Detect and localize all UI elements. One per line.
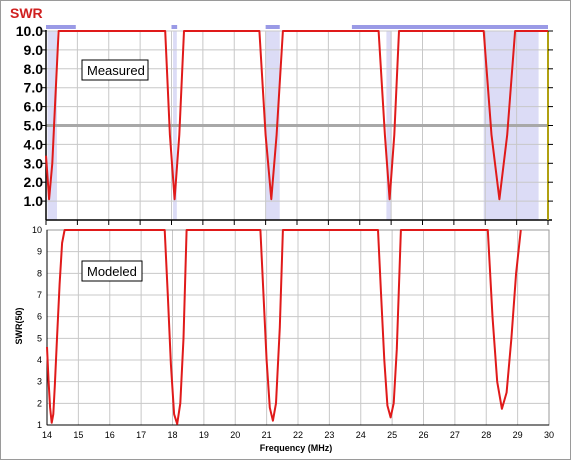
- modeled-y-tick-label-5: 5: [37, 333, 42, 343]
- measured-y-tick-label-3.0: 3.0: [24, 155, 44, 171]
- modeled-y-tick-labels: 1 2 3 4 5 6 7 8 9 10: [32, 225, 42, 430]
- measured-y-tick-label-10.0: 10.0: [16, 23, 43, 39]
- modeled-x-tick-label-23: 23: [324, 430, 334, 440]
- modeled-series-group: [46, 229, 522, 425]
- modeled-y-tick-label-3: 3: [37, 377, 42, 387]
- measured-top-bar-2: [265, 25, 280, 29]
- modeled-legend: Modeled: [81, 260, 143, 282]
- modeled-y-tick-label-9: 9: [37, 247, 42, 257]
- measured-y-tick-label-7.0: 7.0: [24, 80, 44, 96]
- modeled-y-tick-label-4: 4: [37, 355, 42, 365]
- modeled-y-tick-label-10: 10: [32, 225, 42, 235]
- modeled-x-tick-label-17: 17: [136, 430, 146, 440]
- measured-top-bar-group: [46, 25, 548, 29]
- modeled-y-axis-title: SWR(50): [14, 307, 24, 344]
- modeled-x-tick-label-15: 15: [73, 430, 83, 440]
- modeled-x-tick-label-19: 19: [199, 430, 209, 440]
- measured-legend-text: Measured: [87, 63, 145, 78]
- measured-y-tick-labels: 10.0 9.0 8.0 7.0 6.0 5.0 4.0 3.0 2.0 1.0: [16, 23, 43, 209]
- modeled-x-tick-label-24: 24: [356, 430, 366, 440]
- measured-y-tick-label-5.0: 5.0: [24, 118, 44, 134]
- modeled-x-tick-label-28: 28: [481, 430, 491, 440]
- modeled-x-tick-label-20: 20: [230, 430, 240, 440]
- modeled-x-tick-label-22: 22: [293, 430, 303, 440]
- measured-y-tick-label-4.0: 4.0: [24, 136, 44, 152]
- modeled-x-tick-label-29: 29: [513, 430, 523, 440]
- modeled-legend-box: [81, 260, 143, 282]
- measured-y-tick-label-1.0: 1.0: [24, 193, 44, 209]
- modeled-x-tick-label-25: 25: [387, 430, 397, 440]
- measured-y-tick-label-2.0: 2.0: [24, 174, 44, 190]
- swr-corner-label: SWR: [10, 5, 43, 21]
- modeled-x-tick-label-27: 27: [450, 430, 460, 440]
- measured-y-tick-label-6.0: 6.0: [24, 99, 44, 115]
- measured-top-bar-1: [171, 25, 178, 29]
- modeled-x-tick-label-21: 21: [262, 430, 272, 440]
- modeled-x-tick-labels: 14 15 16 17 18 19 20 21 22 23 24 25 26 27 28 29 30: [42, 430, 554, 440]
- modeled-y-tick-label-2: 2: [37, 398, 42, 408]
- modeled-y-tick-label-7: 7: [37, 290, 42, 300]
- measured-top-bar-4: [351, 25, 548, 29]
- measured-series-group: [45, 30, 548, 201]
- modeled-x-tick-label-30: 30: [544, 430, 554, 440]
- measured-y-tick-label-9.0: 9.0: [24, 42, 44, 58]
- modeled-grid: [47, 229, 549, 425]
- modeled-y-tick-label-1: 1: [37, 420, 42, 430]
- measured-top-bar-0: [46, 25, 76, 29]
- modeled-series-line: [46, 229, 522, 425]
- measured-legend-box: [81, 59, 149, 81]
- measured-series-line: [45, 30, 548, 201]
- modeled-x-tick-label-18: 18: [167, 430, 177, 440]
- measured-axes: [42, 30, 553, 225]
- modeled-x-tick-label-16: 16: [105, 430, 115, 440]
- modeled-x-axis-title: Frequency (MHz): [260, 443, 333, 453]
- measured-y-tick-label-8.0: 8.0: [24, 61, 44, 77]
- modeled-x-tick-label-14: 14: [42, 430, 52, 440]
- measured-legend: Measured: [81, 59, 149, 81]
- modeled-y-tick-label-6: 6: [37, 312, 42, 322]
- modeled-x-tick-label-26: 26: [418, 430, 428, 440]
- modeled-y-tick-label-8: 8: [37, 268, 42, 278]
- modeled-legend-text: Modeled: [87, 264, 137, 279]
